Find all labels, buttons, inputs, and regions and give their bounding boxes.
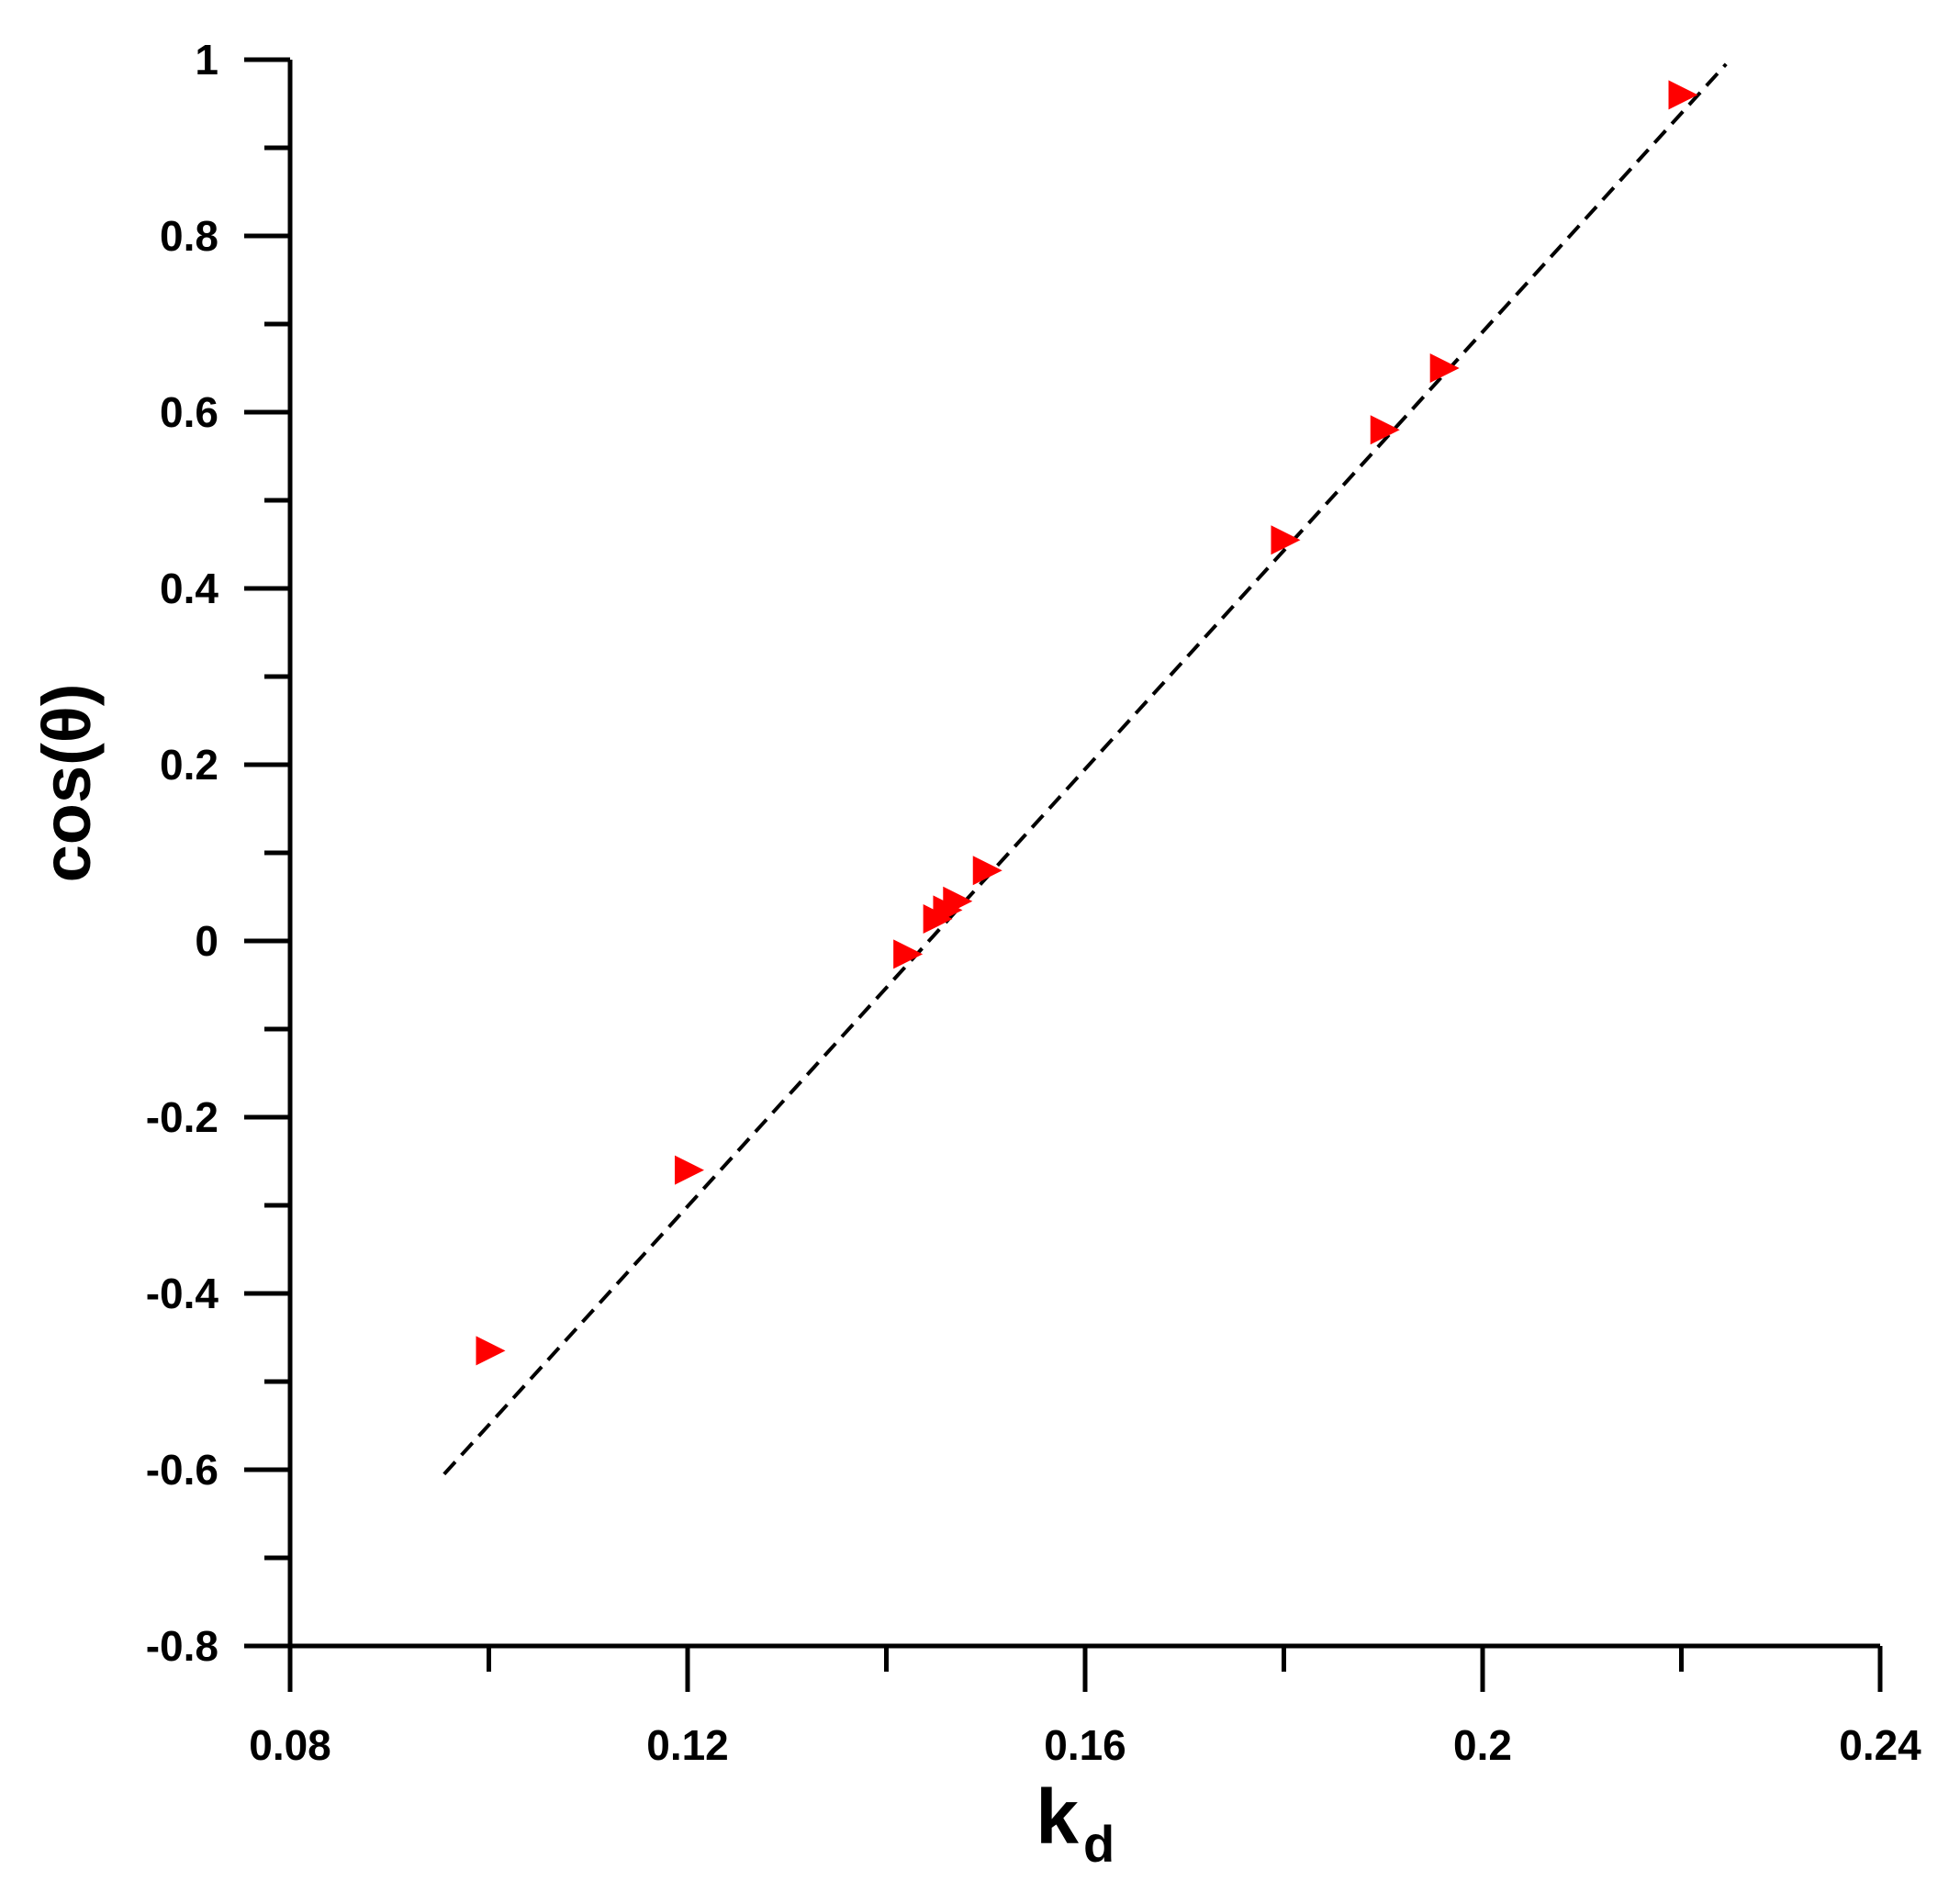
y-tick-label: 0.2 xyxy=(160,741,218,789)
x-axis-title-subscript: d xyxy=(1083,1815,1114,1873)
data-point xyxy=(675,1155,704,1185)
x-axis-title-main: k xyxy=(1036,1774,1079,1860)
axes xyxy=(244,57,1883,1692)
fit-line-group xyxy=(442,62,1728,1476)
x-tick-label: 0.12 xyxy=(646,1721,729,1769)
data-points xyxy=(476,80,1698,1366)
data-point xyxy=(1668,80,1698,110)
y-axis-title: cos(θ) xyxy=(28,684,105,883)
y-tick-label: -0.4 xyxy=(146,1270,219,1317)
y-tick-label: -0.6 xyxy=(146,1446,218,1494)
y-tick-label: 0.4 xyxy=(160,565,218,612)
y-tick-label: -0.2 xyxy=(146,1093,218,1141)
y-tick-label: 0.8 xyxy=(160,212,218,260)
svg-text:cos(θ): cos(θ) xyxy=(28,684,105,883)
y-tick-label: -0.8 xyxy=(146,1622,218,1670)
tick-labels: -0.8 -0.6 -0.4 -0.2 0 0.2 0.4 0.6 0.8 1 0.08 0.12 0.… xyxy=(146,36,1921,1769)
fit-line xyxy=(442,62,1728,1476)
x-axis-title: k d xyxy=(1036,1774,1114,1873)
y-tick-label: 0.6 xyxy=(160,388,218,436)
x-tick-label: 0.08 xyxy=(249,1721,331,1769)
data-point xyxy=(943,886,973,916)
data-point xyxy=(476,1336,506,1366)
data-point xyxy=(972,856,1002,886)
x-tick-label: 0.2 xyxy=(1453,1721,1512,1769)
data-point xyxy=(893,939,924,969)
data-point xyxy=(1429,353,1460,383)
data-point xyxy=(1370,415,1400,445)
y-tick-label: 0 xyxy=(195,917,218,965)
y-tick-label: 1 xyxy=(195,36,218,84)
x-tick-label: 0.24 xyxy=(1839,1721,1921,1769)
data-point xyxy=(1271,525,1301,555)
x-tick-label: 0.16 xyxy=(1044,1721,1126,1769)
